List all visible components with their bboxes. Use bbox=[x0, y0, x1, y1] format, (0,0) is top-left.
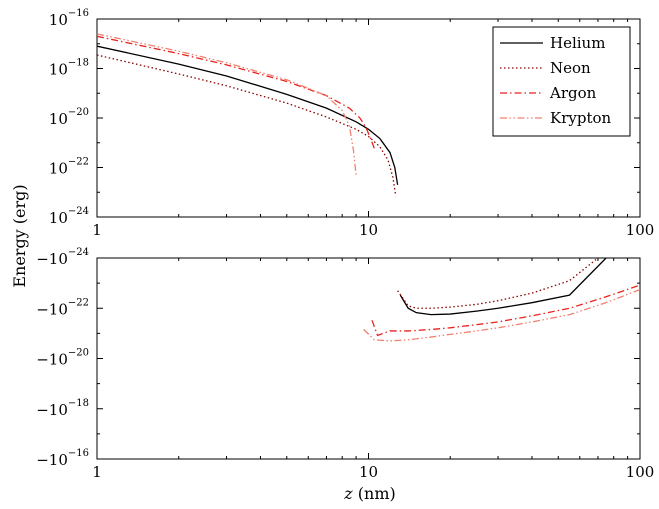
y-tick-base: 10 bbox=[49, 209, 68, 227]
y-tick-base: 10 bbox=[49, 160, 68, 178]
y-tick-label: 10−24 bbox=[49, 206, 89, 227]
legend-label-neon: Neon bbox=[550, 59, 591, 77]
y-tick-label: 10−22 bbox=[49, 157, 89, 178]
x-tick-label: 1 bbox=[92, 221, 102, 239]
argon-series-line-bottom bbox=[371, 284, 640, 337]
x-axis-title: z (nm) bbox=[343, 484, 395, 503]
krypton-series-line-top bbox=[97, 33, 357, 176]
y-tick-base: 10 bbox=[49, 11, 68, 29]
y-tick-base: −10 bbox=[36, 250, 68, 268]
y-tick-exponent: −20 bbox=[68, 107, 89, 118]
neon-series-line-top bbox=[97, 54, 397, 197]
y-tick-label: −10−22 bbox=[36, 297, 89, 318]
bottom-panel: 1 10 100−10−24−10−22−10−20−10−18−10−16 bbox=[36, 247, 654, 481]
y-tick-base: 10 bbox=[49, 61, 68, 79]
y-tick-exponent: −18 bbox=[68, 398, 89, 409]
y-tick-exponent: −22 bbox=[68, 157, 89, 168]
y-tick-exponent: −24 bbox=[68, 247, 89, 258]
x-tick-label: 10 bbox=[359, 463, 378, 481]
y-tick-base: 10 bbox=[49, 110, 68, 128]
x-tick-label: 10 bbox=[359, 221, 378, 239]
x-axis-unit: (nm) bbox=[353, 484, 396, 503]
y-tick-base: −10 bbox=[36, 351, 68, 369]
legend-label-argon: Argon bbox=[549, 84, 597, 102]
y-tick-label: −10−24 bbox=[36, 247, 89, 268]
legend-box bbox=[492, 26, 631, 137]
y-tick-exponent: −20 bbox=[68, 348, 89, 359]
y-axis-title: Energy (erg) bbox=[10, 184, 29, 287]
helium-series-line-bottom bbox=[399, 258, 607, 316]
y-tick-exponent: −16 bbox=[68, 448, 89, 459]
y-tick-label: −10−20 bbox=[36, 348, 89, 369]
y-tick-base: −10 bbox=[36, 401, 68, 419]
x-tick-label: 1 bbox=[92, 463, 102, 481]
y-tick-label: −10−18 bbox=[36, 398, 89, 419]
y-tick-base: −10 bbox=[36, 300, 68, 318]
y-tick-exponent: −16 bbox=[68, 8, 89, 19]
legend-label-krypton: Krypton bbox=[550, 109, 612, 127]
y-tick-label: −10−16 bbox=[36, 448, 89, 469]
x-tick-label: 100 bbox=[626, 463, 655, 481]
helium-series-line-top bbox=[97, 45, 399, 185]
y-tick-exponent: −22 bbox=[68, 297, 89, 308]
y-tick-label: 10−18 bbox=[49, 58, 89, 79]
legend: Helium Neon Argon Krypton bbox=[492, 26, 631, 137]
y-tick-base: −10 bbox=[36, 451, 68, 469]
legend-label-helium: Helium bbox=[550, 34, 605, 52]
krypton-series-line-bottom bbox=[363, 288, 640, 342]
bottom-plot-frame bbox=[96, 257, 641, 460]
neon-series-line-bottom bbox=[397, 258, 599, 309]
x-tick-label: 100 bbox=[626, 221, 655, 239]
argon-series-line-top bbox=[97, 35, 375, 149]
y-tick-label: 10−20 bbox=[49, 107, 89, 128]
x-axis-variable: z bbox=[343, 484, 353, 503]
y-tick-exponent: −18 bbox=[68, 58, 89, 69]
y-tick-exponent: −24 bbox=[68, 206, 89, 217]
y-tick-label: 10−16 bbox=[49, 8, 89, 29]
